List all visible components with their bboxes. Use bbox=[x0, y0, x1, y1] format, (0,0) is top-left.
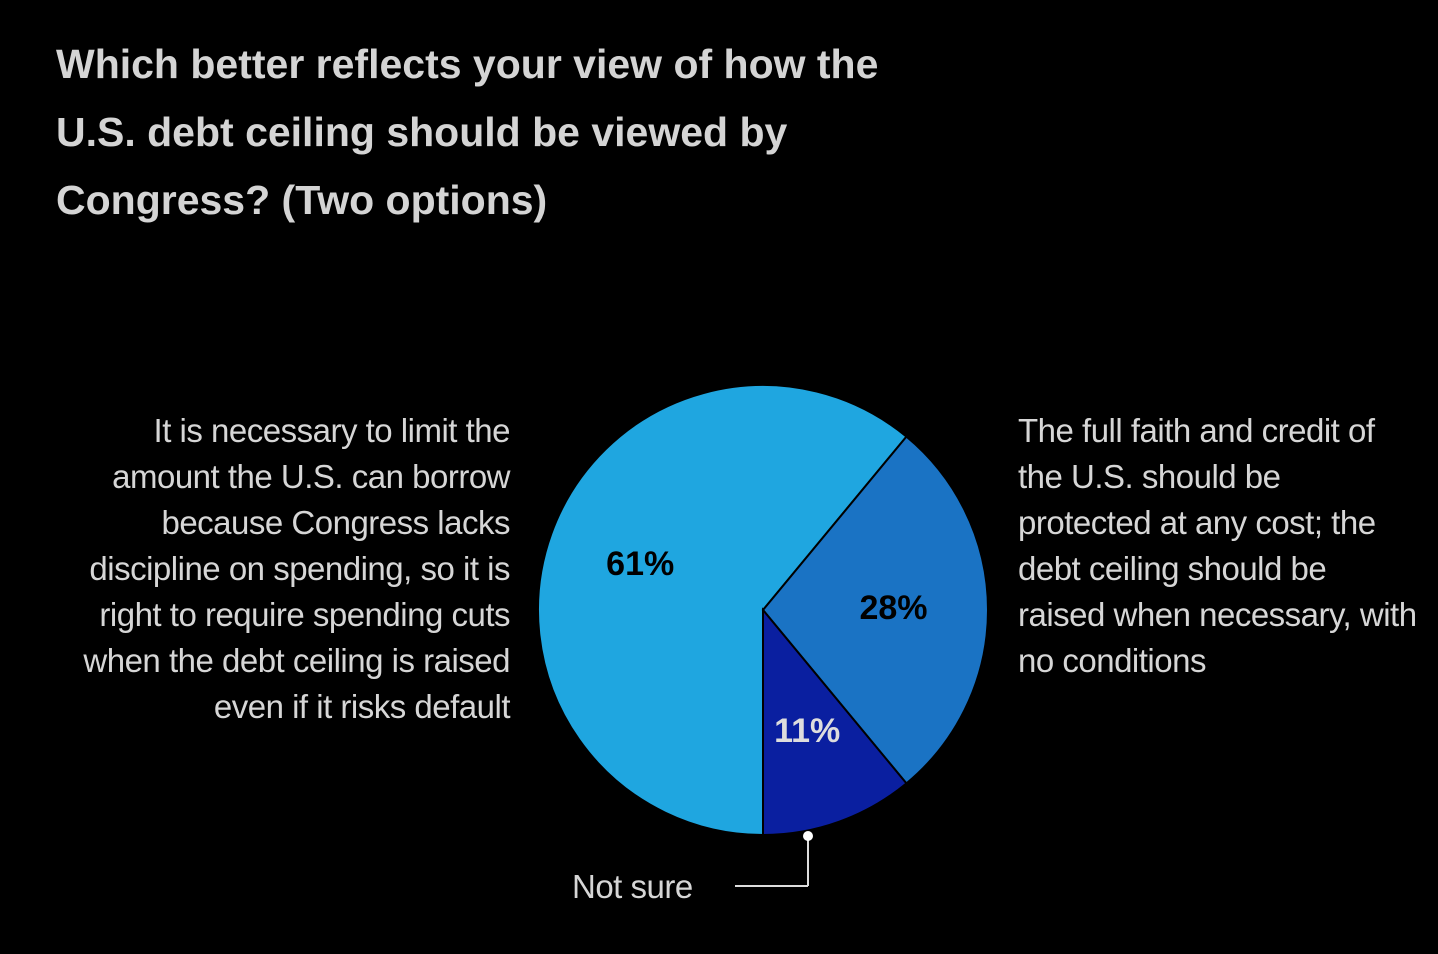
leader-dot bbox=[803, 831, 813, 841]
value-label: 28% bbox=[859, 589, 927, 627]
chart-title: Which better reflects your view of how t… bbox=[56, 41, 879, 223]
slice-label: The full faith and credit of the U.S. sh… bbox=[1018, 412, 1417, 679]
value-label: 11% bbox=[774, 712, 840, 750]
slice-label: It is necessary to limit the amount the … bbox=[83, 412, 510, 725]
pie-slice bbox=[762, 607, 908, 837]
value-label: 61% bbox=[606, 545, 674, 583]
pie-slice bbox=[761, 435, 989, 785]
pie-slice bbox=[537, 384, 908, 837]
slice-label: Not sure bbox=[572, 868, 693, 905]
